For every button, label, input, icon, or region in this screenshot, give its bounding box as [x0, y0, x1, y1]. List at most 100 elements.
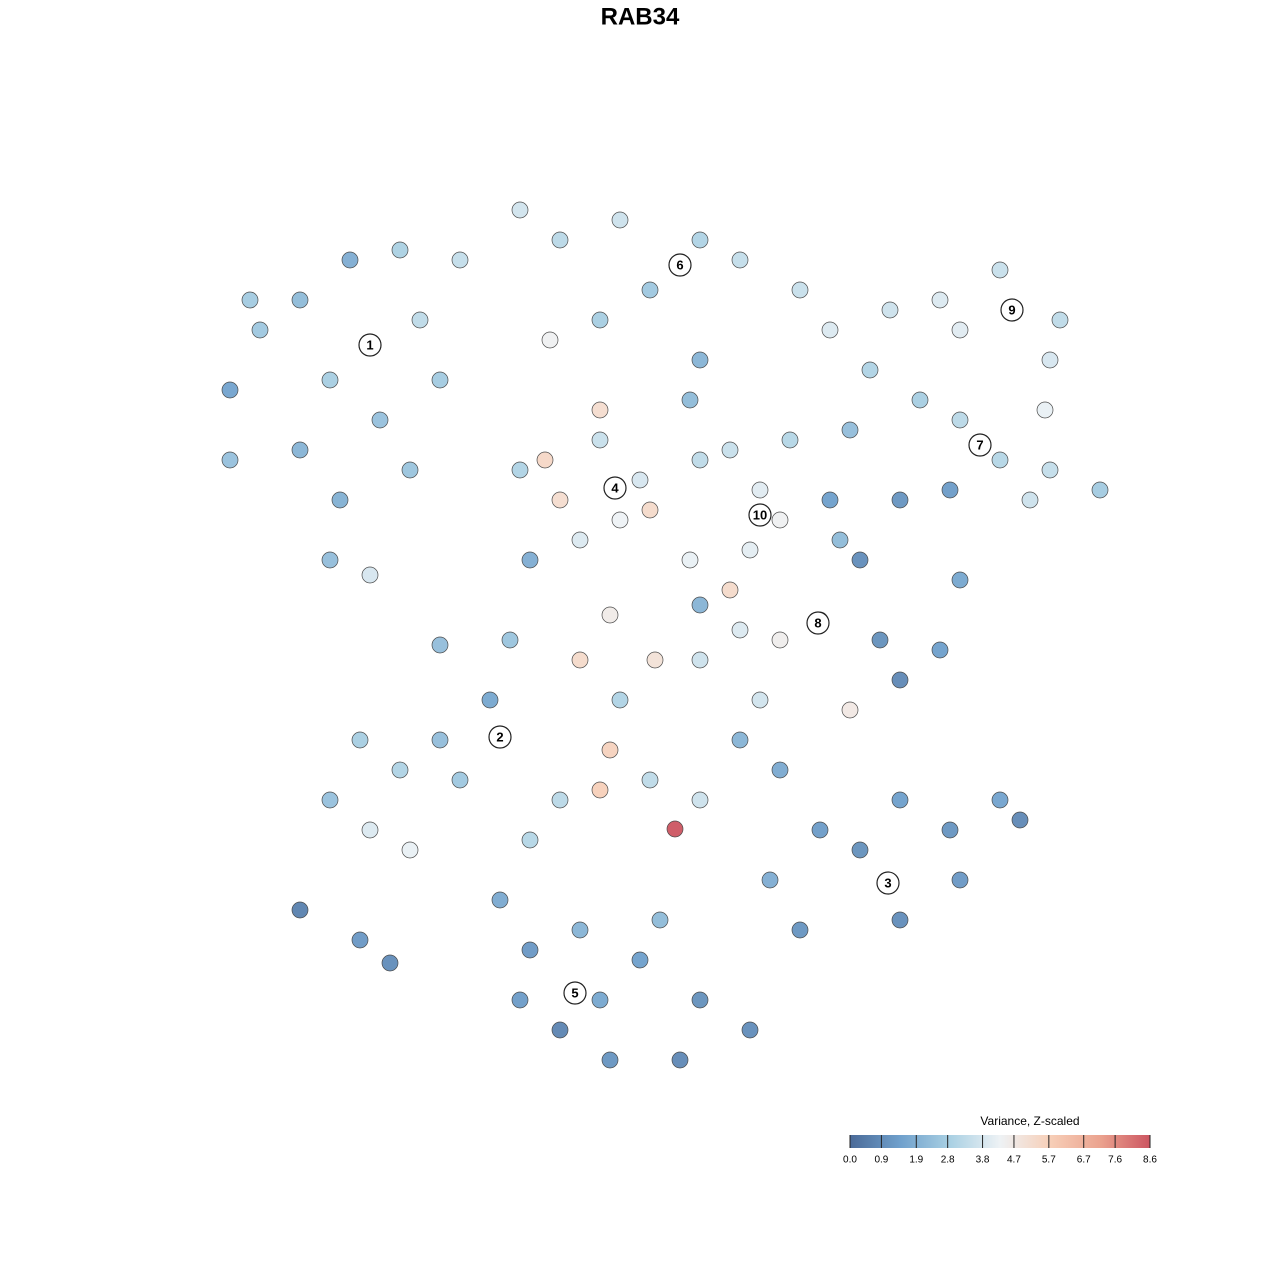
point: [771, 761, 789, 779]
cluster-badge: [488, 725, 512, 749]
cluster-labels: 1 6 9 4 10 7 8 2 3 5: [358, 253, 1024, 1005]
point: [671, 1051, 689, 1069]
point: [351, 931, 369, 949]
point: [731, 731, 749, 749]
point: [791, 921, 809, 939]
point: [911, 391, 929, 409]
colorbar-title: Variance, Z-scaled: [980, 1114, 1079, 1128]
point: [821, 321, 839, 339]
point: [691, 651, 709, 669]
cluster-label: 4: [611, 480, 619, 495]
point: [591, 991, 609, 1009]
colorbar-tick-label: 8.6: [1143, 1155, 1157, 1166]
colorbar-tick-label: 5.7: [1042, 1155, 1056, 1166]
point: [551, 491, 569, 509]
point: [1041, 351, 1059, 369]
point: [361, 566, 379, 584]
point: [541, 331, 559, 349]
point: [521, 551, 539, 569]
point: [251, 321, 269, 339]
point: [991, 261, 1009, 279]
cluster-badge: [1000, 298, 1024, 322]
cluster-label: 1: [366, 337, 373, 352]
colorbar-tick-label: 3.8: [976, 1155, 990, 1166]
point: [666, 820, 684, 838]
point: [691, 991, 709, 1009]
point: [341, 251, 359, 269]
point: [641, 281, 659, 299]
point: [331, 491, 349, 509]
point: [1091, 481, 1109, 499]
points: [221, 201, 1109, 1069]
point: [391, 761, 409, 779]
point: [631, 471, 649, 489]
point: [351, 731, 369, 749]
cluster-badge: [748, 503, 772, 527]
point: [931, 291, 949, 309]
point: [491, 891, 509, 909]
colorbar: Variance, Z-scaled 0.0 0.9 1.9 2.8 3.8 4.7 5.7…: [843, 1114, 1157, 1165]
point: [521, 831, 539, 849]
point: [511, 201, 529, 219]
cluster-label: 6: [676, 257, 683, 272]
point: [451, 771, 469, 789]
point: [401, 461, 419, 479]
cluster-badge: [668, 253, 692, 277]
cluster-label: 9: [1008, 302, 1015, 317]
point: [371, 411, 389, 429]
point: [1051, 311, 1069, 329]
point: [611, 511, 629, 529]
point: [646, 651, 664, 669]
point: [681, 551, 699, 569]
point: [861, 361, 879, 379]
point: [731, 621, 749, 639]
point: [1021, 491, 1039, 509]
colorbar-tick-label: 0.0: [843, 1155, 857, 1166]
colorbar-tick-label: 4.7: [1007, 1155, 1021, 1166]
point: [841, 421, 859, 439]
point: [611, 691, 629, 709]
point: [551, 791, 569, 809]
colorbar-tick-label: 6.7: [1077, 1155, 1091, 1166]
point: [691, 596, 709, 614]
point: [431, 371, 449, 389]
colorbar-gradient: [850, 1135, 1150, 1148]
cluster-badge: [876, 871, 900, 895]
point: [431, 636, 449, 654]
point: [591, 431, 609, 449]
cluster-badge: [806, 611, 830, 635]
point: [851, 841, 869, 859]
point: [321, 791, 339, 809]
point: [951, 871, 969, 889]
point: [991, 451, 1009, 469]
point: [321, 371, 339, 389]
cluster-label: 8: [814, 615, 821, 630]
cluster-label: 7: [976, 437, 983, 452]
point: [501, 631, 519, 649]
point: [691, 231, 709, 249]
point: [291, 291, 309, 309]
point: [781, 431, 799, 449]
point: [881, 301, 899, 319]
point: [951, 411, 969, 429]
point: [361, 821, 379, 839]
point: [1036, 401, 1054, 419]
point: [481, 691, 499, 709]
point: [741, 541, 759, 559]
point: [951, 571, 969, 589]
point: [761, 871, 779, 889]
point: [891, 671, 909, 689]
point: [511, 461, 529, 479]
point: [841, 701, 859, 719]
point: [871, 631, 889, 649]
point: [851, 551, 869, 569]
point: [721, 441, 739, 459]
cluster-badge: [968, 433, 992, 457]
point: [221, 451, 239, 469]
point: [536, 451, 554, 469]
point: [451, 251, 469, 269]
point: [811, 821, 829, 839]
point: [821, 491, 839, 509]
cluster-badge: [603, 476, 627, 500]
